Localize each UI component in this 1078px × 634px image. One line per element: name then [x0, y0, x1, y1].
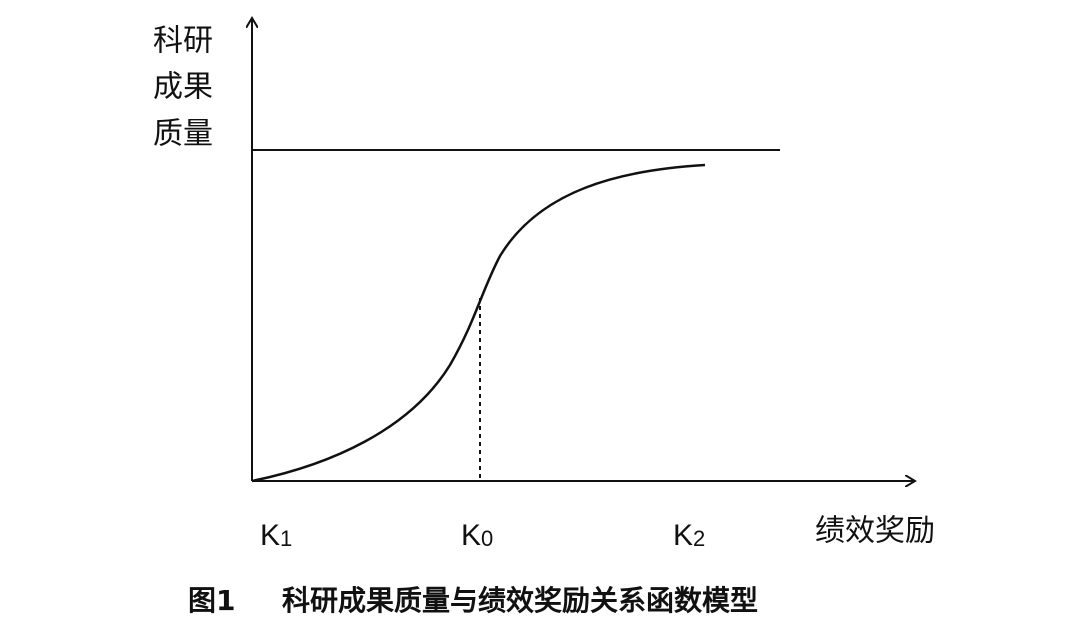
- k-main: K: [461, 519, 481, 552]
- k-main: K: [260, 519, 280, 552]
- k-sub: 1: [280, 526, 292, 551]
- k1-label: K1: [260, 519, 292, 552]
- k-main: K: [673, 519, 693, 552]
- y-axis-label: 质量: [153, 117, 213, 152]
- k0-label: K0: [461, 519, 493, 552]
- s-curve: [251, 163, 706, 483]
- k-sub: 2: [693, 526, 705, 551]
- caption-text: 科研成果质量与绩效奖励关系函数模型: [282, 584, 758, 617]
- caption-number: 图1: [188, 584, 235, 617]
- k-sub: 0: [481, 526, 493, 551]
- y-axis-label: 成果: [153, 70, 213, 105]
- k2-label: K2: [673, 519, 705, 552]
- x-axis-label: 绩效奖励: [815, 514, 935, 549]
- y-axis-label: 科研: [153, 24, 213, 59]
